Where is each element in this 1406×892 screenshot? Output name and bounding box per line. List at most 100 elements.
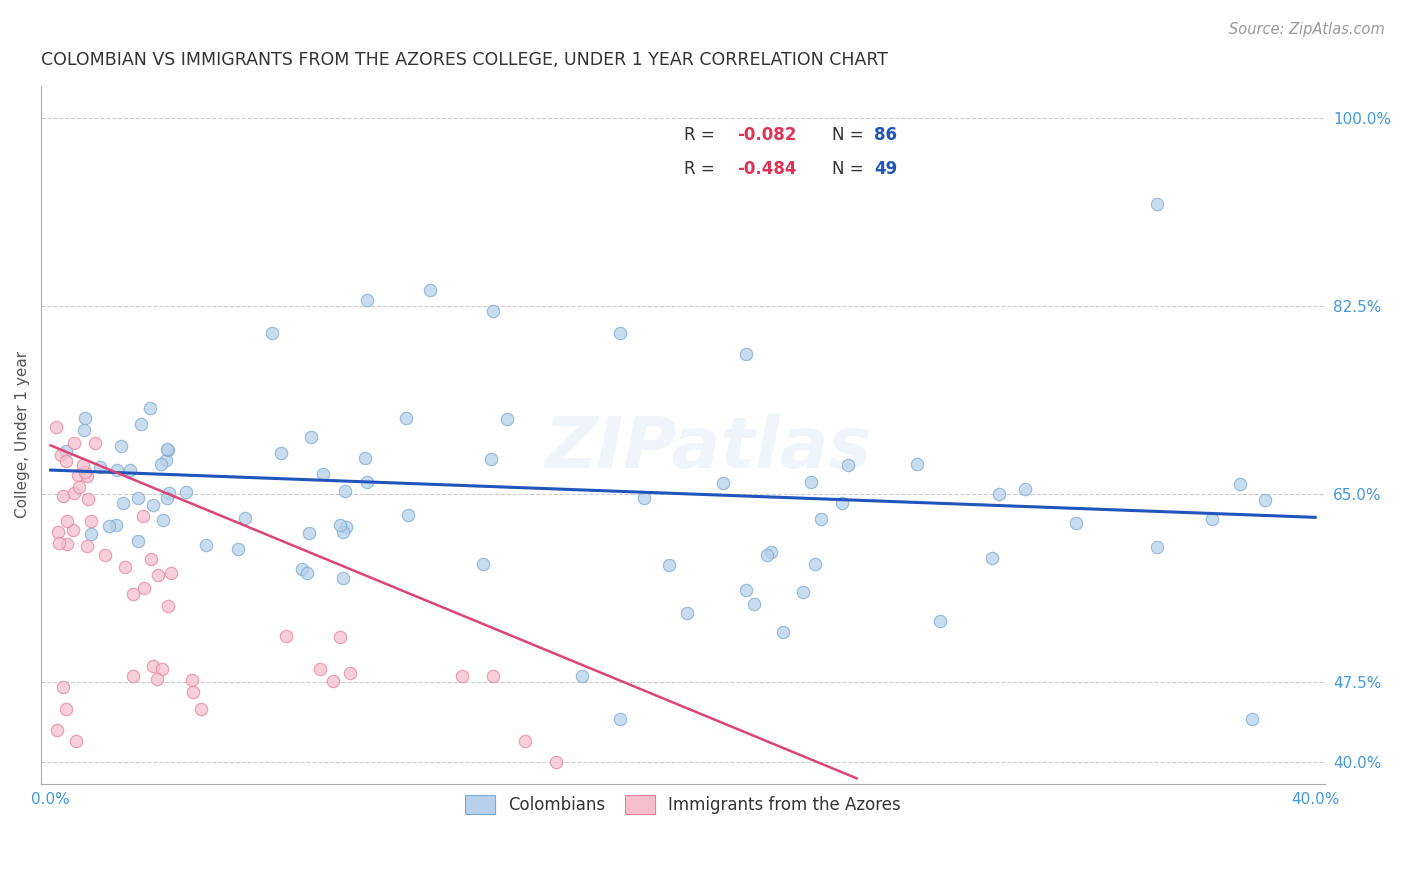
Point (226, 542, 249, 557)
Point (157, 486, 180, 500)
Point (72, 423, 94, 437)
Text: 49: 49 (875, 160, 897, 178)
Point (1064, 516, 1087, 530)
Point (810, 512, 832, 526)
Point (149, 458, 172, 472)
Point (105, 518, 128, 533)
Point (929, 614, 952, 628)
Point (299, 430, 322, 444)
Point (274, 629, 297, 643)
Point (419, 283, 441, 297)
Point (157, 599, 180, 613)
Point (1014, 482, 1036, 496)
Point (711, 475, 734, 490)
Point (233, 511, 256, 525)
Point (118, 463, 141, 477)
Point (270, 445, 292, 459)
Point (482, 304, 505, 318)
Point (181, 673, 204, 687)
Text: N =: N = (832, 127, 869, 145)
Point (759, 545, 782, 559)
Point (160, 566, 183, 581)
Point (450, 669, 472, 683)
Text: R =: R = (685, 127, 720, 145)
Point (633, 491, 655, 506)
Point (139, 552, 162, 566)
Point (356, 475, 378, 490)
Text: -0.082: -0.082 (738, 127, 797, 145)
Point (800, 475, 823, 489)
Point (332, 524, 354, 539)
Point (132, 582, 155, 596)
Point (83, 435, 105, 450)
Point (45, 420, 67, 434)
Point (546, 756, 568, 770)
Point (742, 597, 765, 611)
Point (146, 672, 169, 686)
Point (395, 410, 418, 425)
Point (513, 733, 536, 747)
Point (988, 486, 1011, 500)
Point (89, 460, 111, 475)
Point (48, 536, 70, 550)
Point (52, 680, 75, 694)
Point (63, 436, 86, 450)
Point (290, 562, 312, 576)
Point (75, 466, 97, 480)
Point (1201, 512, 1223, 526)
Point (479, 452, 502, 467)
Point (333, 483, 356, 498)
Point (194, 538, 217, 552)
Point (174, 484, 197, 499)
Point (181, 685, 204, 699)
Point (121, 668, 143, 682)
Point (67, 480, 90, 494)
Point (93, 548, 115, 562)
Point (482, 669, 505, 683)
Point (329, 518, 352, 533)
Point (260, 326, 283, 340)
Point (65, 733, 87, 747)
Point (80, 514, 103, 528)
Point (1146, 541, 1168, 555)
Point (55, 454, 77, 468)
Point (339, 666, 361, 681)
Point (676, 607, 699, 621)
Point (138, 401, 160, 416)
Point (127, 534, 149, 549)
Point (396, 508, 419, 523)
Point (1254, 493, 1277, 508)
Point (73, 411, 96, 425)
Point (356, 293, 378, 308)
Point (121, 587, 143, 601)
Point (156, 443, 179, 458)
Point (142, 659, 165, 673)
Point (142, 498, 165, 512)
Text: -0.484: -0.484 (738, 160, 797, 178)
Point (772, 624, 794, 639)
Point (735, 347, 758, 361)
Text: 86: 86 (875, 127, 897, 145)
Point (49, 448, 72, 462)
Point (1146, 196, 1168, 211)
Point (471, 558, 494, 572)
Text: Source: ZipAtlas.com: Source: ZipAtlas.com (1229, 22, 1385, 37)
Point (905, 457, 928, 471)
Point (152, 513, 174, 527)
Point (658, 558, 681, 572)
Point (312, 467, 335, 481)
Point (55, 443, 77, 458)
Point (105, 463, 128, 477)
Point (45, 723, 67, 737)
Text: N =: N = (832, 160, 869, 178)
Point (110, 439, 132, 453)
Point (62, 523, 84, 537)
Point (981, 550, 1004, 565)
Point (98, 519, 121, 533)
Point (571, 669, 593, 683)
Point (1240, 712, 1263, 726)
Point (155, 491, 177, 505)
Point (735, 583, 758, 598)
Point (76, 469, 98, 483)
Point (56, 536, 79, 550)
